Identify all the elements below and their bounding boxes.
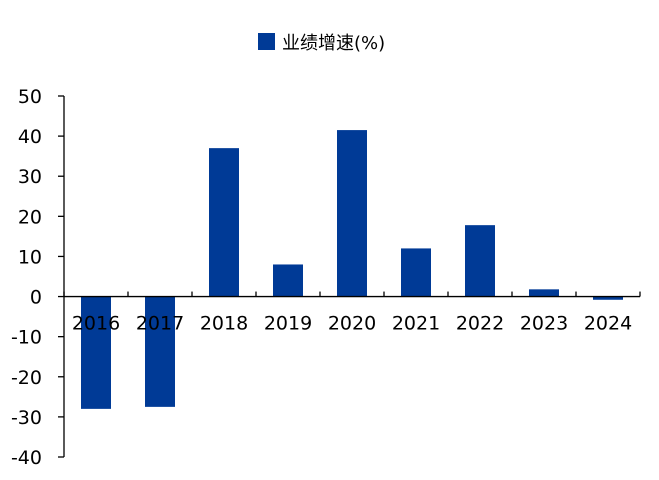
y-tick-label: -40	[11, 447, 42, 469]
bar-2023	[529, 289, 559, 297]
y-tick-label: 50	[18, 86, 42, 108]
x-tick-label: 2018	[200, 313, 248, 335]
x-tick-label: 2021	[392, 313, 440, 335]
x-tick-label: 2024	[584, 313, 632, 335]
bar-2020	[337, 130, 367, 297]
x-axis: 2016 2017 2018 2019 2020 2021 2022 2023 2024	[63, 291, 641, 335]
bar-2022	[465, 225, 495, 297]
y-tick-label: 30	[18, 166, 42, 188]
bar-2021	[401, 248, 431, 297]
y-tick-label: 10	[18, 246, 42, 268]
y-tick-label: -10	[11, 327, 42, 349]
y-tick-label: -20	[11, 367, 42, 389]
y-tick-label: 0	[30, 287, 42, 309]
bar-2019	[273, 264, 303, 297]
legend-label: 业绩增速(%)	[282, 33, 385, 54]
x-tick-label: 2023	[520, 313, 568, 335]
x-tick-label: 2022	[456, 313, 504, 335]
y-tick-label: 20	[18, 206, 42, 228]
bar-2024	[593, 296, 623, 300]
y-tick-label: 40	[18, 126, 42, 148]
bar-2018	[209, 148, 239, 297]
bar-2016	[81, 296, 111, 409]
x-tick-label: 2019	[264, 313, 312, 335]
legend-swatch	[258, 33, 275, 50]
y-axis: 50 40 30 20 10 0 -10 -20 -30 -40	[11, 86, 65, 469]
bars	[81, 130, 623, 409]
x-tick-label: 2020	[328, 313, 376, 335]
y-tick-label: -30	[11, 407, 42, 429]
legend: 业绩增速(%)	[258, 33, 385, 54]
x-tick-label: 2016	[72, 313, 120, 335]
x-tick-label: 2017	[136, 313, 184, 335]
bar-2017	[145, 296, 175, 407]
